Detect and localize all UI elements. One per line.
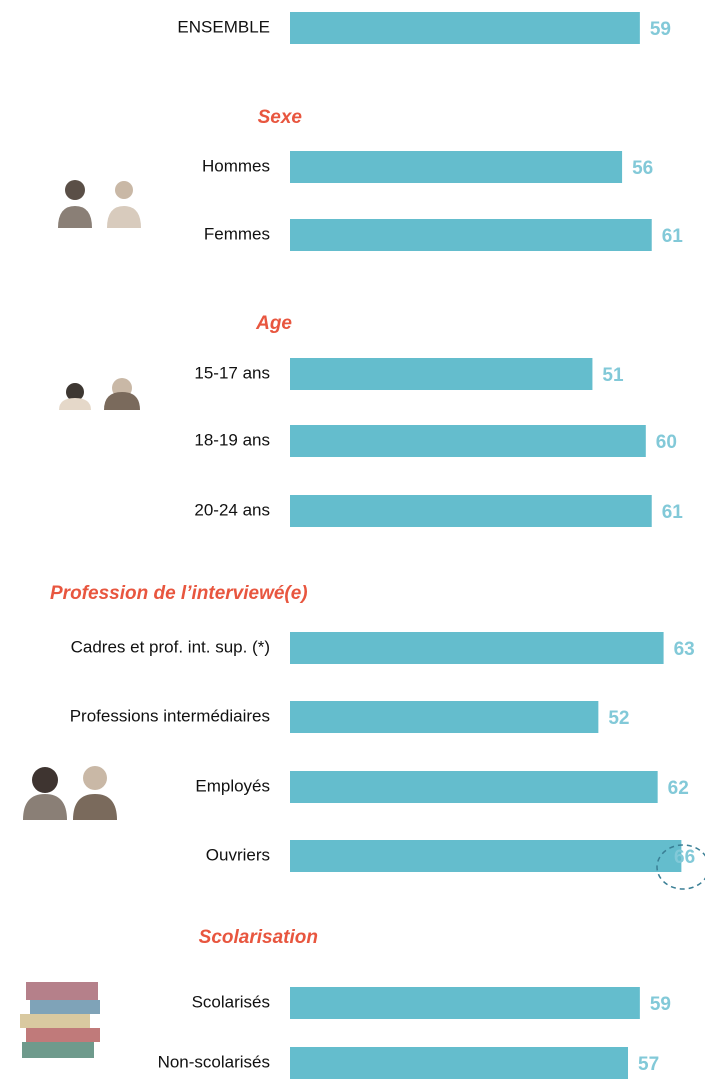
section-heading: Sexe <box>258 107 303 128</box>
icon-people-profession <box>23 766 117 820</box>
highlight-circle <box>656 844 705 890</box>
bar <box>290 219 652 251</box>
icon-books <box>20 982 100 1058</box>
section-heading: Age <box>255 313 292 334</box>
category-label: Scolarisés <box>192 992 270 1011</box>
category-label: Cadres et prof. int. sup. (*) <box>71 637 270 656</box>
value-label: 59 <box>650 19 671 40</box>
bar <box>290 701 599 733</box>
value-label: 61 <box>662 502 684 523</box>
value-label: 60 <box>656 432 677 453</box>
bar <box>290 151 623 183</box>
section-heading: Profession de l’interviewé(e) <box>50 583 308 604</box>
bar <box>290 771 658 803</box>
value-label: 66 <box>674 847 695 868</box>
icon-people-sexe <box>58 180 141 228</box>
category-label: ENSEMBLE <box>177 17 270 36</box>
category-label: Femmes <box>204 224 270 243</box>
value-label: 59 <box>650 994 671 1015</box>
value-label: 52 <box>608 708 629 729</box>
bar <box>290 12 640 44</box>
icon-people-age <box>59 378 140 410</box>
bar <box>290 987 640 1019</box>
category-label: 18-19 ans <box>194 430 270 449</box>
value-label: 51 <box>602 365 624 386</box>
section-heading: Scolarisation <box>199 927 318 948</box>
category-label: Employés <box>195 776 270 795</box>
bar <box>290 632 664 664</box>
category-label: Hommes <box>202 156 270 175</box>
category-label: Non-scolarisés <box>158 1052 270 1071</box>
value-label: 61 <box>662 226 684 247</box>
bar <box>290 840 682 872</box>
category-label: 15-17 ans <box>194 363 270 382</box>
bar <box>290 495 652 527</box>
value-label: 63 <box>674 639 695 660</box>
value-label: 56 <box>632 158 653 179</box>
bar <box>290 1047 629 1079</box>
category-label: Ouvriers <box>206 845 270 864</box>
category-label: 20-24 ans <box>194 500 270 519</box>
category-label: Professions intermédiaires <box>70 706 270 725</box>
bar <box>290 425 646 457</box>
bar <box>290 358 593 390</box>
value-label: 57 <box>638 1054 659 1075</box>
value-label: 62 <box>668 778 689 799</box>
